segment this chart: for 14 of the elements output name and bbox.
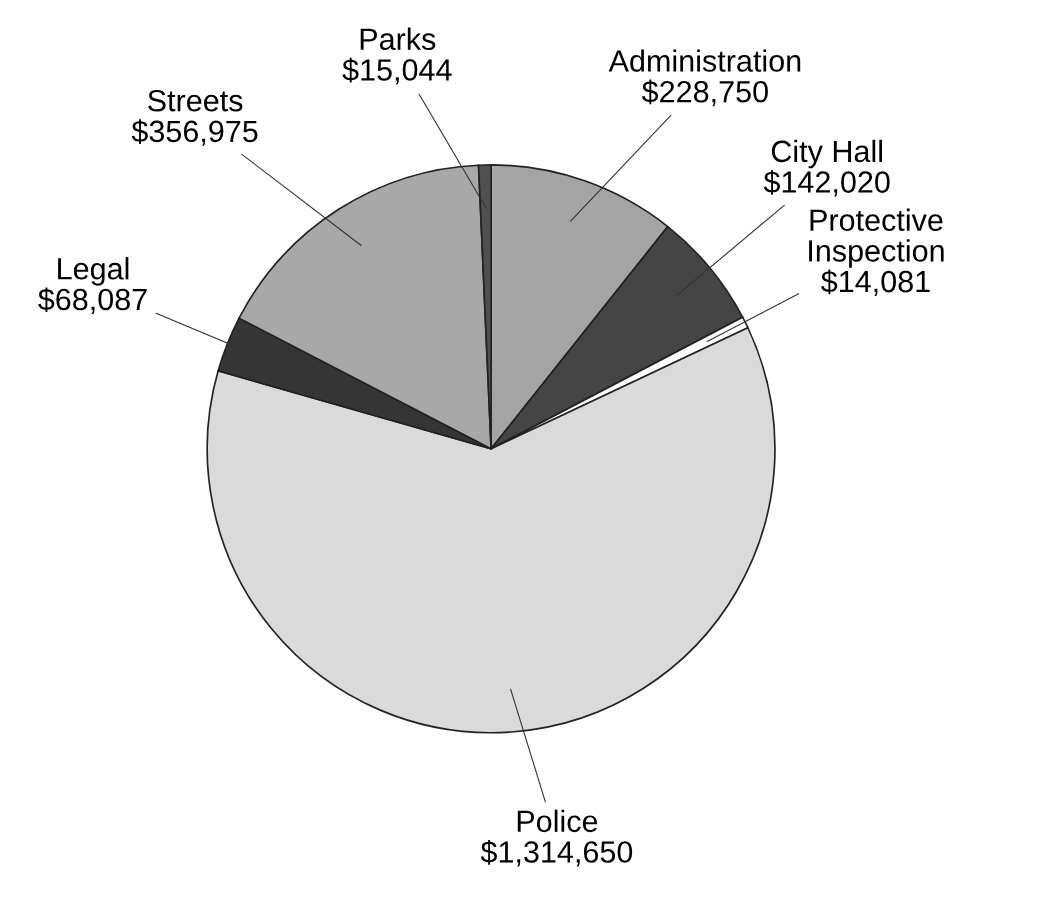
data-label: $1,314,650	[480, 839, 633, 867]
slice-label: Protective Inspection	[809, 208, 944, 268]
data-label: $356,975	[131, 119, 258, 146]
data-label: $142,020	[763, 170, 890, 197]
slice-label: Police	[517, 809, 598, 833]
data-label: $15,044	[342, 57, 452, 85]
slice-label: Streets	[148, 89, 243, 112]
slice-label: Parks	[360, 27, 436, 51]
data-label: $228,750	[641, 79, 768, 107]
data-label: $68,087	[38, 287, 147, 314]
slice-label: City Hall	[771, 139, 882, 169]
slice-label: Legal	[58, 257, 129, 286]
slice-label: Administration	[608, 49, 801, 72]
data-label: $14,081	[821, 269, 930, 297]
